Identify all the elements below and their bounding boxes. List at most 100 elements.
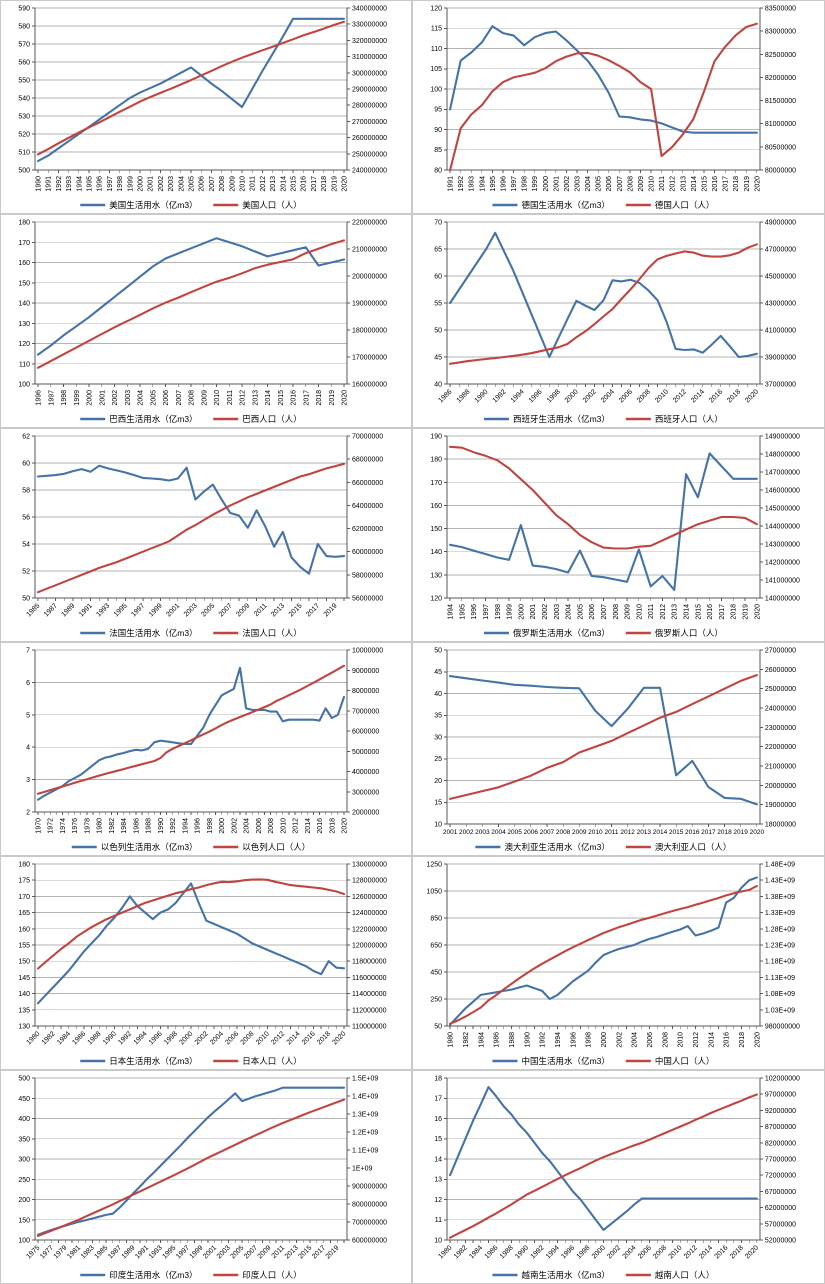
legend-item-water: 越南生活用水（亿m3） — [492, 1270, 610, 1280]
x-axis-tick-label: 1988 — [499, 1244, 515, 1260]
x-axis-tick-label: 1990 — [514, 1244, 530, 1260]
x-axis-tick-label: 1998 — [163, 1030, 179, 1046]
chart-svg-vietnam: 10 11 12 13 14 15 16 17 18 52000000 57000000 620000… — [434, 1076, 800, 1280]
x-axis-tick-label: 2013 — [284, 1244, 300, 1260]
left-axis-tick-label: 20 — [434, 778, 442, 785]
x-axis-tick-label: 2006 — [524, 829, 539, 836]
x-axis-tick-label: 2005 — [200, 602, 216, 618]
x-axis-tick-label: 2011 — [605, 829, 619, 836]
x-axis-tick-label: 1995 — [161, 1244, 177, 1260]
right-axis-tick-label: 170000000 — [352, 355, 387, 362]
left-axis-tick-label: 580 — [18, 24, 30, 31]
legend-item-population: 巴西人口（人） — [213, 414, 302, 424]
legend-item-water-label: 西班牙生活用水（亿m3） — [513, 414, 610, 424]
left-axis-tick-label: 120 — [430, 6, 442, 13]
chart-india: 100 150 200 250 300 350 400 450 500 600000000 7000… — [0, 1070, 412, 1284]
x-axis-tick-label: 2005 — [507, 829, 522, 836]
legend-item-population-label: 日本人口（人） — [242, 1056, 302, 1066]
right-axis-tick-label: 110000000 — [352, 1024, 387, 1031]
right-axis-tick-label: 57000000 — [765, 1221, 796, 1228]
right-axis-tick-label: 1.2E+09 — [352, 1130, 378, 1137]
left-axis-tick-label: 120 — [430, 596, 442, 603]
right-axis-tick-label: 122000000 — [352, 926, 387, 933]
x-axis-tick-label: 2003 — [554, 604, 561, 620]
x-axis-tick-label: 1991 — [448, 176, 455, 192]
x-axis-tick-label: 2008 — [556, 829, 571, 836]
x-axis-tick-label: 2006 — [618, 388, 634, 404]
x-axis-tick-label: 1999 — [148, 602, 164, 618]
left-axis-tick-label: 180 — [18, 220, 30, 227]
left-axis-tick-label: 200 — [18, 1197, 30, 1204]
left-axis-tick-label: 510 — [18, 150, 30, 157]
x-axis-tick-label: 2018 — [731, 604, 738, 620]
legend-item-water-label: 法国生活用水（亿m3） — [109, 628, 197, 638]
left-axis-tick-label: 175 — [18, 878, 30, 885]
right-axis-tick-label: 300000000 — [352, 70, 387, 77]
right-axis-tick-label: 2000000 — [352, 810, 379, 817]
x-axis-tick-label: 1995 — [113, 602, 129, 618]
right-axis-tick-label: 190000000 — [352, 301, 387, 308]
x-axis-tick-label: 2009 — [638, 176, 645, 192]
left-axis-tick-label: 180 — [430, 457, 442, 464]
water-line — [36, 464, 346, 575]
right-axis-tick-label: 10000000 — [352, 648, 383, 655]
right-axis-tick-label: 60000000 — [352, 549, 383, 556]
right-axis-tick-label: 124000000 — [352, 910, 387, 917]
x-axis-tick-label: 2004 — [600, 388, 616, 404]
x-axis-tick-label: 2012 — [693, 1032, 700, 1048]
right-axis-tick-label: 9000000 — [352, 668, 379, 675]
right-axis-tick-label: 41000000 — [765, 328, 796, 335]
left-axis-tick-label: 17 — [434, 1096, 442, 1103]
chart-svg-usa: 5005105205305405505605705805902400000002… — [18, 6, 387, 211]
right-axis-tick-label: 600000000 — [352, 1238, 387, 1245]
x-axis-tick-label: 2014 — [691, 176, 698, 192]
x-axis-tick-label: 2001 — [553, 176, 560, 192]
x-axis-tick-label: 2018 — [316, 390, 323, 406]
legend-item-population: 印度人口（人） — [213, 1270, 302, 1280]
right-axis-tick-label: 52000000 — [765, 1238, 796, 1245]
x-axis-tick-label: 2012 — [670, 176, 677, 192]
x-axis-tick-label: 1993 — [148, 1244, 164, 1260]
x-axis-tick-label: 2008 — [240, 1030, 256, 1046]
x-axis-tick-label: 2004 — [566, 604, 573, 620]
x-axis-tick-label: 2020 — [342, 390, 349, 406]
x-axis-tick-label: 1996 — [528, 388, 544, 404]
legend-item-population-label: 越南人口（人） — [655, 1270, 715, 1280]
left-axis-tick-label: 11 — [435, 1217, 442, 1224]
x-axis-tick-label: 2002 — [459, 829, 474, 836]
left-axis-tick-label: 100 — [18, 382, 30, 389]
right-axis-tick-label: 1.38E+09 — [765, 894, 795, 901]
left-axis-tick-label: 300 — [18, 1157, 30, 1164]
legend-item-water: 以色列生活用水（亿m3） — [71, 842, 198, 852]
right-axis-tick-label: 62000000 — [765, 1205, 796, 1212]
x-axis-tick-label: 2015 — [669, 829, 684, 836]
x-axis-tick-label: 2009 — [572, 829, 587, 836]
right-axis-tick-label: 49000000 — [765, 220, 796, 227]
left-axis-tick-label: 30 — [434, 735, 442, 742]
x-axis-tick-label: 2019 — [331, 176, 338, 192]
legend-item-population-label: 西班牙人口（人） — [655, 414, 723, 424]
x-axis-tick-label: 2016 — [317, 818, 324, 834]
left-axis-tick-label: 450 — [430, 970, 442, 977]
right-axis-tick-label: 210000000 — [352, 247, 387, 254]
x-axis-tick-label: 2010 — [649, 176, 656, 192]
left-axis-tick-label: 50 — [434, 648, 442, 655]
legend-item-population-label: 美国人口（人） — [242, 200, 302, 210]
right-axis-tick-label: 160000000 — [352, 382, 387, 389]
chart-france: 50 52 54 56 58 60 62 56000000 58000000 60000000 62… — [0, 428, 412, 642]
x-axis-tick-label: 2005 — [150, 390, 157, 406]
x-axis-tick-label: 1999 — [532, 176, 539, 192]
x-axis-tick-label: 1994 — [182, 818, 189, 834]
right-axis-tick-label: 81500000 — [765, 98, 796, 105]
left-axis-tick-label: 1050 — [426, 889, 442, 896]
left-axis-tick-label: 50 — [434, 1024, 442, 1031]
left-axis-tick-label: 15 — [434, 800, 442, 807]
right-axis-tick-label: 21000000 — [765, 764, 796, 771]
x-axis-tick-label: 2008 — [268, 818, 275, 834]
x-axis-tick-label: 2011 — [227, 390, 234, 405]
x-axis-tick-label: 2005 — [577, 604, 584, 620]
left-axis-tick-label: 13 — [434, 1177, 442, 1184]
right-axis-tick-label: 6000000 — [352, 729, 379, 736]
right-axis-tick-label: 1.23E+09 — [765, 943, 795, 950]
